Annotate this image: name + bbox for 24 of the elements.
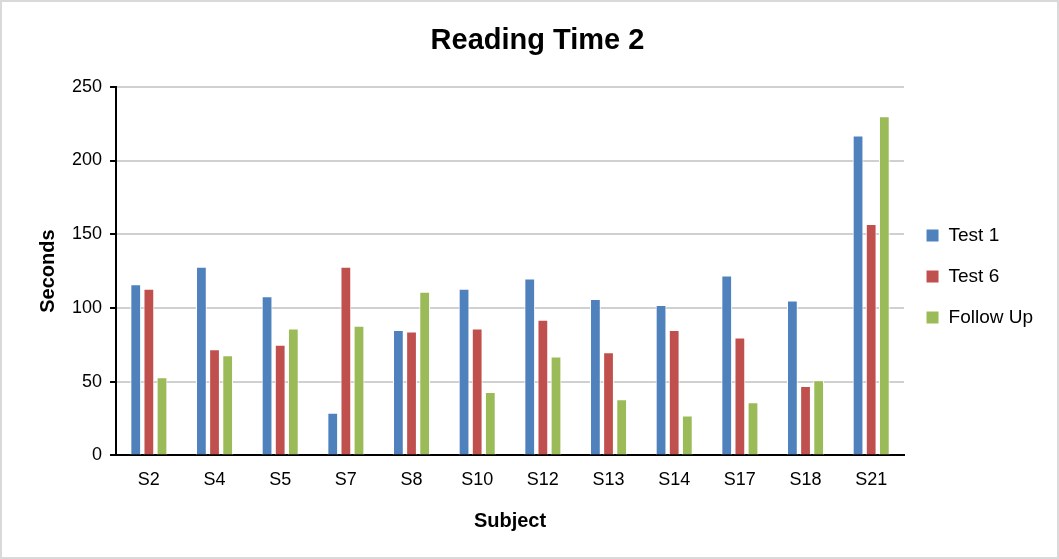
y-tick-label: 0 (92, 444, 103, 465)
x-tick-label: S10 (461, 469, 494, 490)
legend-label: Follow Up (948, 305, 1034, 327)
x-tick-label: S14 (658, 469, 691, 490)
y-tick-label: 200 (71, 149, 103, 170)
x-tick-label: S4 (203, 469, 226, 490)
y-axis-title: Seconds (35, 229, 58, 313)
x-axis-title: Subject (473, 508, 547, 531)
x-tick-label: S13 (592, 469, 625, 490)
y-tick-label: 50 (82, 370, 103, 391)
x-tick-label: S7 (334, 469, 357, 490)
chart-title: Reading Time 2 (430, 23, 645, 56)
x-tick-label: S17 (723, 469, 756, 490)
y-tick-label: 250 (71, 75, 103, 96)
legend-label: Test 1 (948, 223, 1000, 245)
x-tick-label: S21 (855, 469, 888, 490)
y-tick-label: 100 (71, 296, 103, 317)
x-tick-label: S12 (526, 469, 559, 490)
x-tick-label: S8 (400, 469, 423, 490)
y-tick-label: 150 (71, 223, 103, 244)
x-tick-label: S18 (789, 469, 822, 490)
x-tick-label: S5 (269, 469, 292, 490)
legend-label: Test 6 (948, 264, 1000, 286)
x-tick-label: S2 (137, 469, 160, 490)
